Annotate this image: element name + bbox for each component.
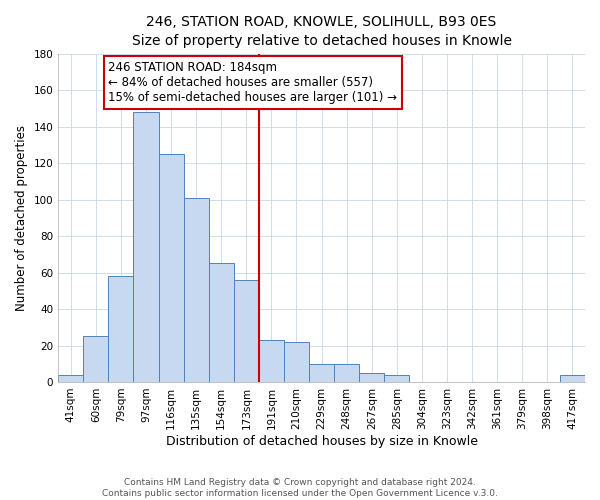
Text: 246 STATION ROAD: 184sqm
← 84% of detached houses are smaller (557)
15% of semi-: 246 STATION ROAD: 184sqm ← 84% of detach… xyxy=(109,61,397,104)
Title: 246, STATION ROAD, KNOWLE, SOLIHULL, B93 0ES
Size of property relative to detach: 246, STATION ROAD, KNOWLE, SOLIHULL, B93… xyxy=(131,15,512,48)
Bar xyxy=(334,364,359,382)
Bar xyxy=(359,373,385,382)
Bar xyxy=(184,198,209,382)
Bar xyxy=(158,154,184,382)
Bar xyxy=(560,374,585,382)
Bar xyxy=(83,336,109,382)
Bar xyxy=(209,264,234,382)
Bar xyxy=(109,276,133,382)
Bar xyxy=(259,340,284,382)
Bar xyxy=(58,374,83,382)
Bar xyxy=(234,280,259,382)
Bar xyxy=(309,364,334,382)
Bar xyxy=(133,112,158,382)
Text: Contains HM Land Registry data © Crown copyright and database right 2024.
Contai: Contains HM Land Registry data © Crown c… xyxy=(102,478,498,498)
Bar xyxy=(385,374,409,382)
X-axis label: Distribution of detached houses by size in Knowle: Distribution of detached houses by size … xyxy=(166,434,478,448)
Bar xyxy=(284,342,309,382)
Y-axis label: Number of detached properties: Number of detached properties xyxy=(15,125,28,311)
